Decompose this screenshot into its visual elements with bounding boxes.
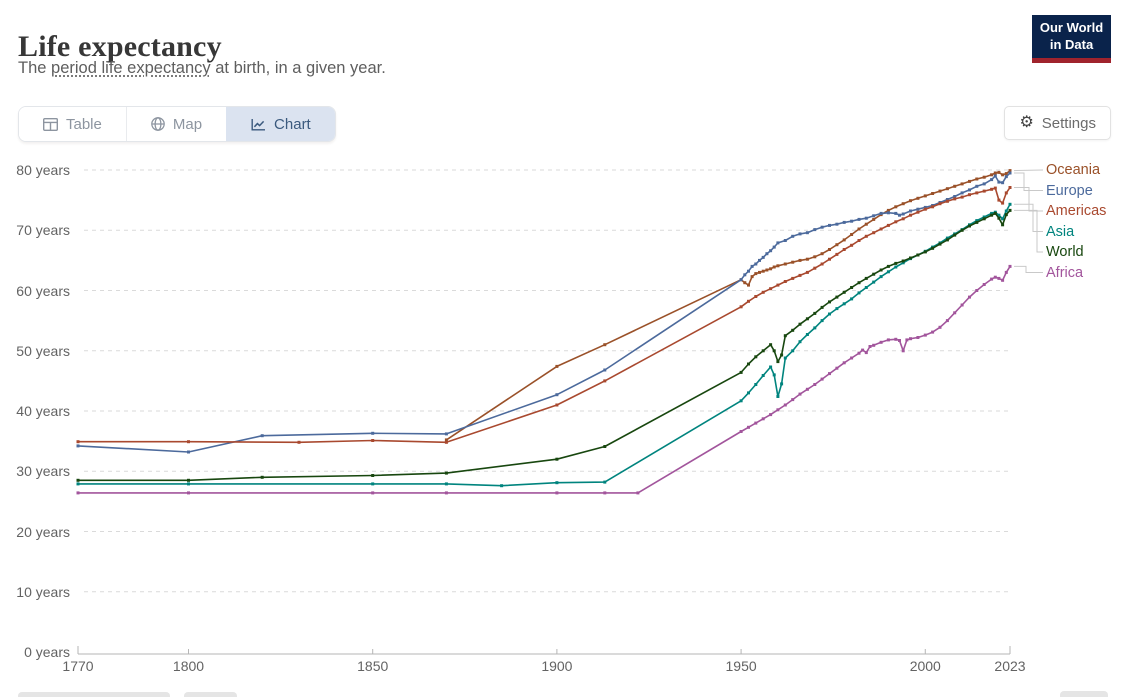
legend-connector-europe (1014, 172, 1043, 191)
x-axis-tick-label: 1850 (357, 658, 389, 674)
tab-chart[interactable]: Chart (226, 107, 335, 141)
legend-connector-world (1014, 209, 1043, 253)
page-title: Life expectancy (18, 30, 222, 64)
series-markers-europe (76, 171, 1012, 454)
y-axis-tick-label: 30 years (16, 463, 70, 480)
legend-label-africa[interactable]: Africa (1046, 264, 1084, 281)
tab-table-label: Table (66, 115, 102, 133)
timeline-control-partial[interactable] (18, 692, 170, 697)
legend-label-oceania[interactable]: Oceania (1046, 162, 1101, 178)
y-axis-tick-label: 50 years (16, 342, 70, 359)
page-subtitle: The period life expectancy at birth, in … (18, 59, 386, 78)
y-axis-tick-label: 20 years (16, 523, 70, 540)
series-markers-oceania (444, 169, 1012, 442)
subtitle-definition-link[interactable]: period life expectancy (51, 59, 211, 77)
timeline-play-partial[interactable] (184, 692, 237, 697)
owid-logo-line2: in Data (1049, 36, 1094, 52)
legend-connector-africa (1014, 265, 1043, 273)
tab-map[interactable]: Map (125, 107, 227, 141)
x-axis-tick-label: 1770 (62, 658, 94, 674)
tab-table[interactable]: Table (19, 107, 126, 141)
legend-label-americas[interactable]: Americas (1046, 203, 1107, 219)
line-chart-icon (251, 118, 266, 131)
subtitle-suffix: at birth, in a given year. (210, 59, 386, 77)
series-line-oceania[interactable] (445, 169, 1011, 441)
series-line-africa[interactable] (78, 265, 1011, 494)
series-line-americas[interactable] (78, 187, 1011, 444)
series-markers-asia (76, 202, 1012, 488)
legend-label-europe[interactable]: Europe (1046, 182, 1093, 199)
gear-icon: ⚙ (1019, 114, 1034, 131)
y-axis-tick-label: 80 years (16, 162, 70, 178)
x-axis-tick-label: 1800 (172, 658, 205, 674)
x-axis-tick-label: 2000 (909, 658, 941, 674)
legend-connector-americas (1014, 187, 1043, 212)
y-axis-tick-label: 70 years (16, 222, 70, 239)
y-axis-tick-label: 60 years (16, 282, 70, 299)
tab-chart-label: Chart (274, 115, 311, 133)
owid-logo[interactable]: Our World in Data (1032, 15, 1111, 63)
footer-control-partial[interactable] (1060, 691, 1108, 697)
subtitle-prefix: The (18, 59, 52, 77)
view-tab-bar: Table Map Chart (18, 106, 336, 142)
settings-label: Settings (1041, 114, 1096, 132)
table-icon (43, 117, 58, 131)
owid-logo-line1: Our World (1039, 20, 1104, 35)
series-markers-africa (76, 264, 1012, 495)
legend-label-world[interactable]: World (1046, 244, 1084, 260)
y-axis-tick-label: 10 years (16, 583, 70, 600)
x-axis-tick-label: 2023 (994, 658, 1026, 674)
series-markers-world (76, 208, 1012, 482)
legend-connector-asia (1014, 203, 1043, 232)
tab-map-label: Map (172, 115, 203, 133)
legend-connector-oceania (1013, 169, 1044, 172)
settings-button[interactable]: ⚙ Settings (1004, 106, 1111, 140)
series-markers-americas (76, 186, 1012, 444)
x-axis-tick-label: 1950 (725, 658, 757, 674)
y-axis-tick-label: 40 years (16, 403, 70, 419)
globe-icon (151, 117, 165, 131)
y-axis-tick-label: 0 years (24, 644, 70, 660)
legend-label-asia[interactable]: Asia (1046, 223, 1075, 240)
x-axis-tick-label: 1900 (541, 658, 573, 674)
